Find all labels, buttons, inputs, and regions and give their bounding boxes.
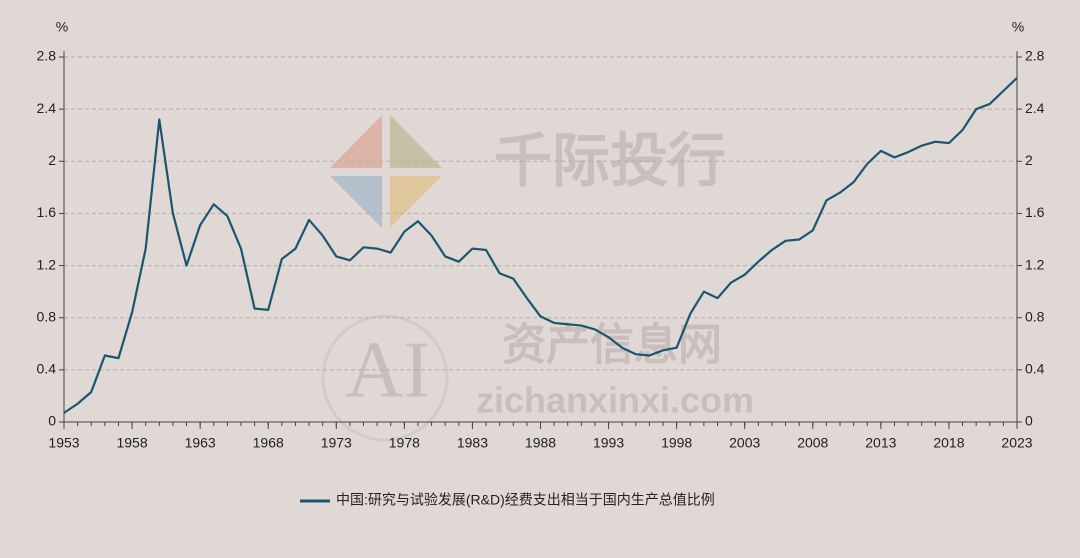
x-tick-label: 1998 <box>661 435 692 451</box>
x-tick-label: 2013 <box>865 435 896 451</box>
y-tick-label: 0 <box>48 413 56 429</box>
y2-tick-label: 2.4 <box>1025 100 1045 116</box>
y-tick-label: 2.8 <box>37 48 57 64</box>
x-tick-label: 1978 <box>389 435 420 451</box>
y2-tick-label: 0.8 <box>1025 308 1045 324</box>
x-tick-label: 1993 <box>593 435 624 451</box>
y2-tick-label: 1.2 <box>1025 256 1045 272</box>
y2-axis-unit: % <box>1012 19 1024 35</box>
data-line <box>63 77 1018 414</box>
x-tick-label: 1963 <box>185 435 216 451</box>
y2-tick-label: 2 <box>1025 152 1033 168</box>
y-tick-label: 0.4 <box>37 361 57 377</box>
y-tick-label: 1.2 <box>37 256 57 272</box>
watermark-text: 资产信息网 <box>502 321 722 370</box>
y-tick-label: 0.8 <box>37 308 57 324</box>
x-tick-label: 1953 <box>48 435 79 451</box>
y2-tick-label: 1.6 <box>1025 204 1045 220</box>
watermark-text: AI <box>346 326 430 414</box>
y-tick-label: 2.4 <box>37 100 57 116</box>
x-tick-label: 2018 <box>933 435 964 451</box>
x-tick-label: 1968 <box>253 435 284 451</box>
x-tick-label: 2023 <box>1001 435 1032 451</box>
x-tick-label: 2003 <box>729 435 760 451</box>
y-tick-label: 1.6 <box>37 204 57 220</box>
legend-label: 中国:研究与试验发展(R&D)经费支出相当于国内生产总值比例 <box>336 492 715 508</box>
x-tick-label: 1973 <box>321 435 352 451</box>
x-tick-label: 2008 <box>797 435 828 451</box>
y2-tick-label: 2.8 <box>1025 48 1045 64</box>
y-tick-label: 2 <box>48 152 56 168</box>
x-tick-label: 1958 <box>116 435 147 451</box>
x-tick-label: 1983 <box>457 435 488 451</box>
y2-tick-label: 0 <box>1025 413 1033 429</box>
watermark-logo <box>330 115 442 228</box>
y2-tick-label: 0.4 <box>1025 361 1045 377</box>
y-axis-unit: % <box>56 19 68 35</box>
watermark-text: zichanxinxi.com <box>476 380 754 421</box>
watermark-ring <box>321 314 449 442</box>
x-tick-label: 1988 <box>525 435 556 451</box>
